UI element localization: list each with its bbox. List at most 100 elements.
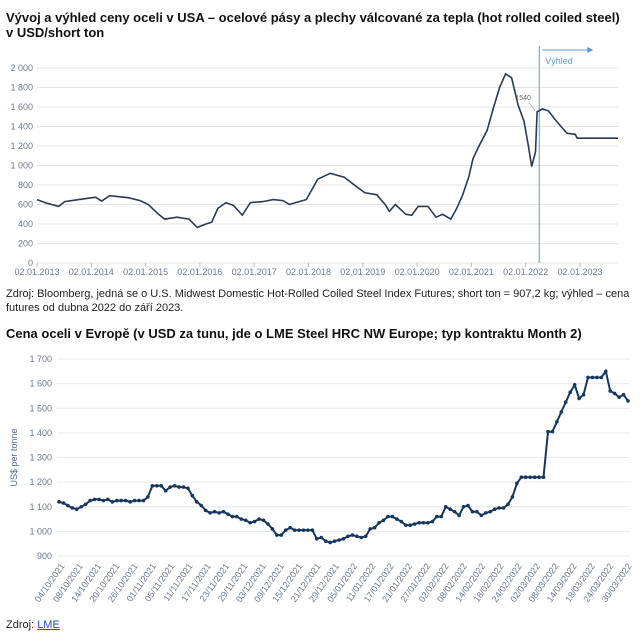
data-point bbox=[559, 410, 564, 414]
y-axis-label: US$ per tonne bbox=[9, 428, 19, 486]
data-point bbox=[381, 518, 386, 523]
data-point bbox=[315, 536, 319, 541]
data-point bbox=[346, 534, 350, 539]
data-point bbox=[199, 503, 204, 508]
chart2-title: Cena oceli v Evropě (v USD za tunu, jde … bbox=[6, 326, 582, 341]
y-tick-label: 900 bbox=[37, 551, 52, 561]
data-point bbox=[563, 400, 568, 404]
x-tick-label: 02.01.2015 bbox=[123, 267, 168, 277]
x-tick-label: 02.01.2023 bbox=[557, 267, 602, 277]
y-tick-label: 200 bbox=[18, 239, 33, 249]
x-tick-label: 02.01.2016 bbox=[177, 267, 222, 277]
data-point bbox=[154, 484, 159, 488]
data-point bbox=[203, 508, 208, 513]
y-tick-label: 1 000 bbox=[29, 526, 52, 536]
data-point bbox=[301, 528, 306, 532]
data-point bbox=[310, 528, 315, 532]
data-point bbox=[279, 533, 284, 537]
data-point bbox=[288, 525, 292, 530]
forecast-label: Výhled bbox=[545, 56, 573, 66]
data-point bbox=[377, 520, 381, 525]
y-tick-label: 1 100 bbox=[29, 502, 52, 512]
data-point bbox=[239, 517, 244, 521]
data-point bbox=[297, 528, 301, 532]
data-point bbox=[235, 514, 239, 519]
data-point bbox=[368, 527, 372, 531]
y-tick-label: 1 400 bbox=[29, 428, 52, 438]
x-tick-label: 02.01.2017 bbox=[232, 267, 277, 277]
data-point bbox=[626, 399, 630, 403]
chart1-source: Zdroj: Bloomberg, jedná se o U.S. Midwes… bbox=[6, 288, 630, 314]
y-tick-label: 1 500 bbox=[29, 403, 52, 413]
data-point bbox=[612, 391, 617, 396]
data-point bbox=[483, 511, 488, 515]
data-point bbox=[435, 514, 439, 519]
y-tick-label: 800 bbox=[18, 180, 33, 190]
data-point bbox=[275, 533, 279, 537]
data-point bbox=[515, 481, 519, 486]
data-point bbox=[248, 520, 252, 525]
data-point bbox=[546, 429, 550, 434]
arrowhead-icon bbox=[587, 47, 594, 53]
data-point bbox=[519, 475, 524, 480]
x-tick-label: 02.01.2018 bbox=[286, 267, 331, 277]
data-point bbox=[128, 500, 132, 504]
data-point bbox=[608, 389, 613, 393]
data-point bbox=[257, 517, 261, 521]
data-point bbox=[452, 509, 457, 514]
x-tick-label: 02.01.2013 bbox=[14, 267, 59, 277]
data-point bbox=[150, 484, 155, 488]
data-point bbox=[61, 501, 66, 505]
data-point bbox=[595, 375, 599, 380]
data-point bbox=[163, 488, 168, 493]
data-point bbox=[137, 498, 141, 503]
data-point bbox=[74, 507, 79, 512]
data-point bbox=[506, 502, 510, 507]
data-point bbox=[443, 504, 448, 509]
data-point bbox=[306, 528, 310, 532]
data-point bbox=[159, 484, 164, 488]
y-tick-label: 2 000 bbox=[10, 63, 33, 73]
data-point bbox=[457, 513, 461, 518]
data-point bbox=[146, 495, 150, 499]
data-point bbox=[190, 493, 195, 498]
data-point bbox=[208, 511, 212, 515]
data-point bbox=[261, 518, 266, 523]
data-point bbox=[217, 511, 221, 515]
data-point bbox=[421, 520, 426, 525]
data-point bbox=[114, 498, 119, 503]
data-point bbox=[430, 519, 435, 524]
data-point bbox=[488, 509, 492, 514]
data-point bbox=[470, 509, 475, 514]
y-tick-label: 1 000 bbox=[10, 161, 33, 171]
data-point bbox=[621, 392, 626, 397]
data-point bbox=[492, 507, 497, 512]
data-point bbox=[475, 509, 479, 514]
data-point bbox=[212, 509, 217, 514]
data-point bbox=[359, 535, 364, 540]
data-point bbox=[66, 503, 70, 508]
data-point bbox=[243, 518, 248, 523]
data-point bbox=[337, 538, 341, 542]
x-tick-label: 02.01.2014 bbox=[69, 267, 114, 277]
lme-link[interactable]: LME bbox=[37, 619, 60, 631]
data-point bbox=[523, 475, 528, 480]
data-point bbox=[466, 503, 470, 508]
x-tick-label: 02.01.2019 bbox=[340, 267, 385, 277]
data-point bbox=[426, 520, 430, 525]
y-tick-label: 1 300 bbox=[29, 453, 52, 463]
data-point bbox=[101, 498, 106, 503]
data-point bbox=[132, 498, 137, 503]
y-tick-label: 1 600 bbox=[10, 102, 33, 112]
data-point bbox=[172, 484, 177, 488]
data-point bbox=[92, 497, 97, 502]
data-point bbox=[599, 375, 604, 380]
data-point bbox=[283, 528, 288, 532]
y-tick-label: 0 bbox=[28, 258, 33, 268]
data-point bbox=[181, 485, 186, 489]
data-point bbox=[168, 485, 172, 489]
data-point bbox=[532, 475, 537, 480]
data-point bbox=[403, 523, 408, 528]
data-point bbox=[501, 506, 506, 510]
annotation-leader bbox=[528, 102, 536, 112]
